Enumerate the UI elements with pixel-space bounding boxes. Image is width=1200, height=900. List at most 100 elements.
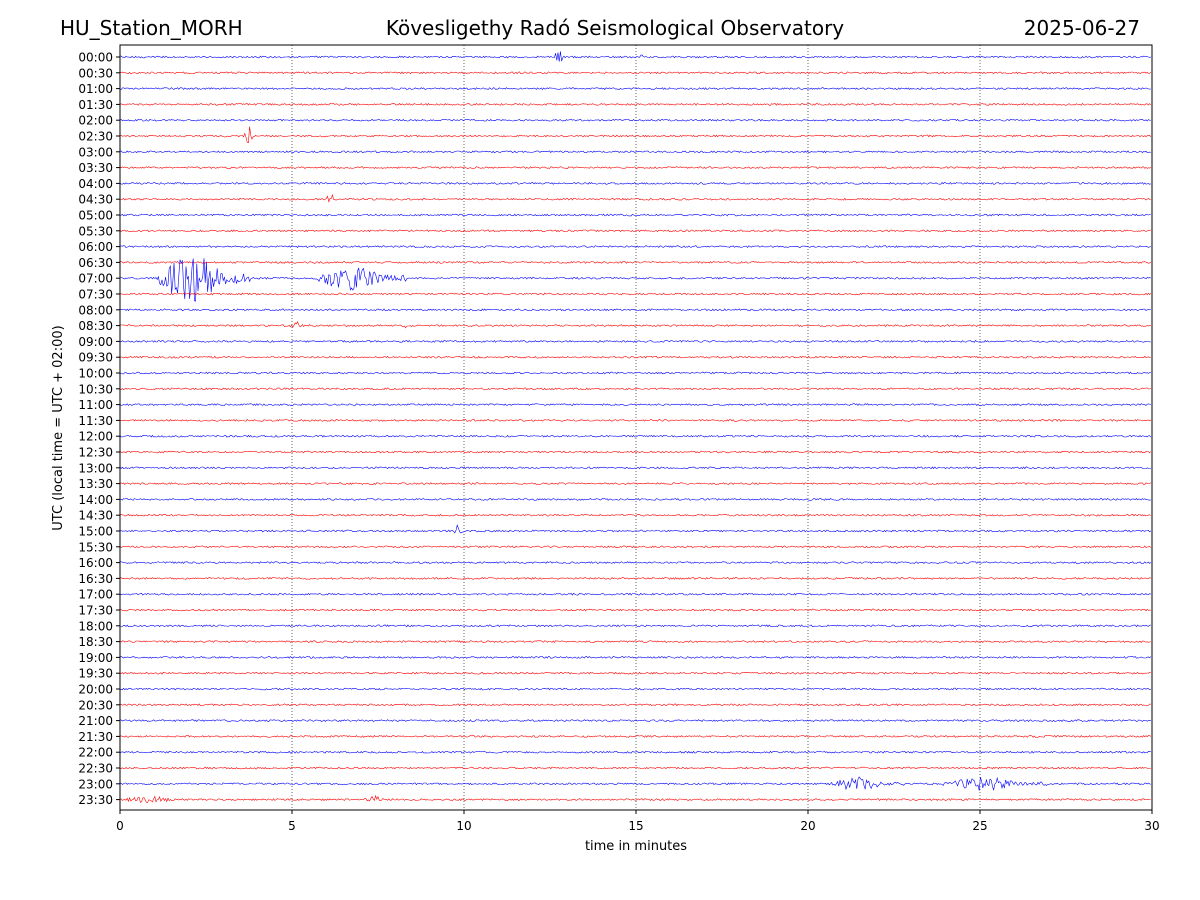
trace-row-0230 [120, 126, 1152, 144]
y-tick-label: 11:30 [78, 414, 113, 428]
y-tick-label: 10:30 [78, 382, 113, 396]
y-tick-label: 17:00 [78, 588, 113, 602]
trace-row-2300 [119, 776, 1151, 791]
y-tick-label: 20:30 [78, 698, 113, 712]
y-tick-label: 00:30 [78, 66, 113, 80]
trace-row-0630 [120, 261, 1152, 264]
y-tick-label: 16:00 [78, 556, 113, 570]
trace-row-1430 [119, 513, 1151, 517]
trace-row-1600 [120, 561, 1152, 565]
y-tick-label: 11:00 [78, 398, 113, 412]
x-axis-ticks: 0 5 10 15 20 25 30 [116, 810, 1160, 833]
y-axis-label: UTC (local time = UTC + 02:00) [51, 325, 66, 530]
y-tick-label: 04:00 [78, 177, 113, 191]
x-tick-label: 5 [288, 819, 296, 833]
y-tick-label: 05:30 [78, 224, 113, 238]
station-name: HU_Station_MORH [60, 16, 243, 40]
trace-row-0200 [119, 118, 1151, 122]
chart-title: Kövesligethy Radó Seismological Observat… [385, 16, 845, 40]
y-tick-label: 21:30 [78, 730, 113, 744]
trace-row-0600 [119, 245, 1151, 248]
trace-row-2200 [119, 750, 1151, 754]
trace-row-1700 [119, 592, 1151, 596]
y-tick-label: 02:30 [78, 130, 113, 144]
y-tick-label: 13:30 [78, 477, 113, 491]
y-tick-label: 07:00 [78, 272, 113, 286]
y-tick-label: 15:00 [78, 525, 113, 539]
y-tick-label: 20:00 [78, 683, 113, 697]
trace-row-0130 [119, 103, 1152, 106]
trace-row-1830 [119, 640, 1151, 644]
y-tick-label: 01:30 [78, 98, 113, 112]
trace-row-0000 [120, 51, 1151, 62]
trace-row-2130 [119, 734, 1151, 738]
y-tick-label: 05:00 [78, 209, 113, 223]
chart-date: 2025-06-27 [1023, 16, 1140, 40]
vertical-gridlines [291, 45, 981, 810]
y-tick-label: 18:00 [78, 619, 113, 633]
x-tick-label: 10 [456, 819, 471, 833]
x-tick-label: 15 [628, 819, 643, 833]
y-tick-label: 02:00 [78, 114, 113, 128]
y-tick-label: 07:30 [78, 288, 113, 302]
y-tick-label: 19:00 [78, 651, 113, 665]
y-tick-label: 08:00 [78, 303, 113, 317]
seismic-traces [119, 51, 1152, 803]
trace-row-0700 [119, 258, 1151, 302]
trace-row-0330 [119, 166, 1152, 169]
y-tick-label: 23:30 [78, 793, 113, 807]
y-tick-label: 03:00 [78, 145, 113, 159]
y-tick-label: 09:30 [78, 351, 113, 365]
trace-row-1130 [119, 419, 1152, 422]
x-tick-label: 20 [800, 819, 815, 833]
x-axis-label: time in minutes [585, 839, 687, 854]
trace-row-1100 [119, 403, 1151, 406]
y-tick-label: 15:30 [78, 540, 113, 554]
y-tick-label: 09:00 [78, 335, 113, 349]
trace-row-0800 [119, 308, 1151, 312]
trace-row-1230 [119, 450, 1152, 454]
y-tick-label: 13:00 [78, 461, 113, 475]
trace-row-0030 [119, 71, 1152, 75]
trace-row-1200 [119, 434, 1152, 438]
trace-row-2030 [119, 703, 1151, 707]
trace-row-1900 [119, 656, 1152, 659]
trace-row-1500 [119, 524, 1151, 534]
trace-row-0300 [119, 150, 1151, 154]
trace-row-1930 [119, 671, 1151, 675]
y-tick-label: 01:00 [78, 82, 113, 96]
y-tick-label: 19:30 [78, 667, 113, 681]
y-tick-label: 10:00 [78, 367, 113, 381]
trace-row-0900 [119, 339, 1151, 343]
y-tick-label: 21:00 [78, 714, 113, 728]
trace-row-1330 [119, 482, 1151, 485]
y-tick-label: 22:00 [78, 746, 113, 760]
y-tick-label: 16:30 [78, 572, 113, 586]
y-tick-label: 06:00 [78, 240, 113, 254]
trace-row-1400 [119, 498, 1151, 501]
y-tick-label: 18:30 [78, 635, 113, 649]
y-tick-label: 12:00 [78, 430, 113, 444]
y-tick-label: 23:00 [78, 777, 113, 791]
trace-row-2330 [119, 794, 1151, 803]
trace-row-1730 [119, 608, 1151, 612]
trace-row-2000 [119, 687, 1151, 691]
y-tick-label: 14:00 [78, 493, 113, 507]
trace-row-0430 [120, 193, 1151, 203]
trace-row-2230 [119, 766, 1151, 770]
trace-row-1000 [119, 371, 1151, 375]
y-tick-label: 12:30 [78, 446, 113, 460]
y-tick-label: 00:00 [78, 51, 113, 65]
trace-row-1530 [119, 545, 1152, 549]
y-tick-label: 17:30 [78, 604, 113, 618]
trace-row-1800 [120, 624, 1151, 628]
trace-row-0830 [120, 320, 1151, 329]
trace-row-0100 [119, 87, 1151, 90]
trace-row-1630 [119, 576, 1151, 580]
trace-row-2100 [119, 719, 1151, 722]
y-tick-label: 14:30 [78, 509, 113, 523]
trace-row-1030 [119, 387, 1151, 391]
